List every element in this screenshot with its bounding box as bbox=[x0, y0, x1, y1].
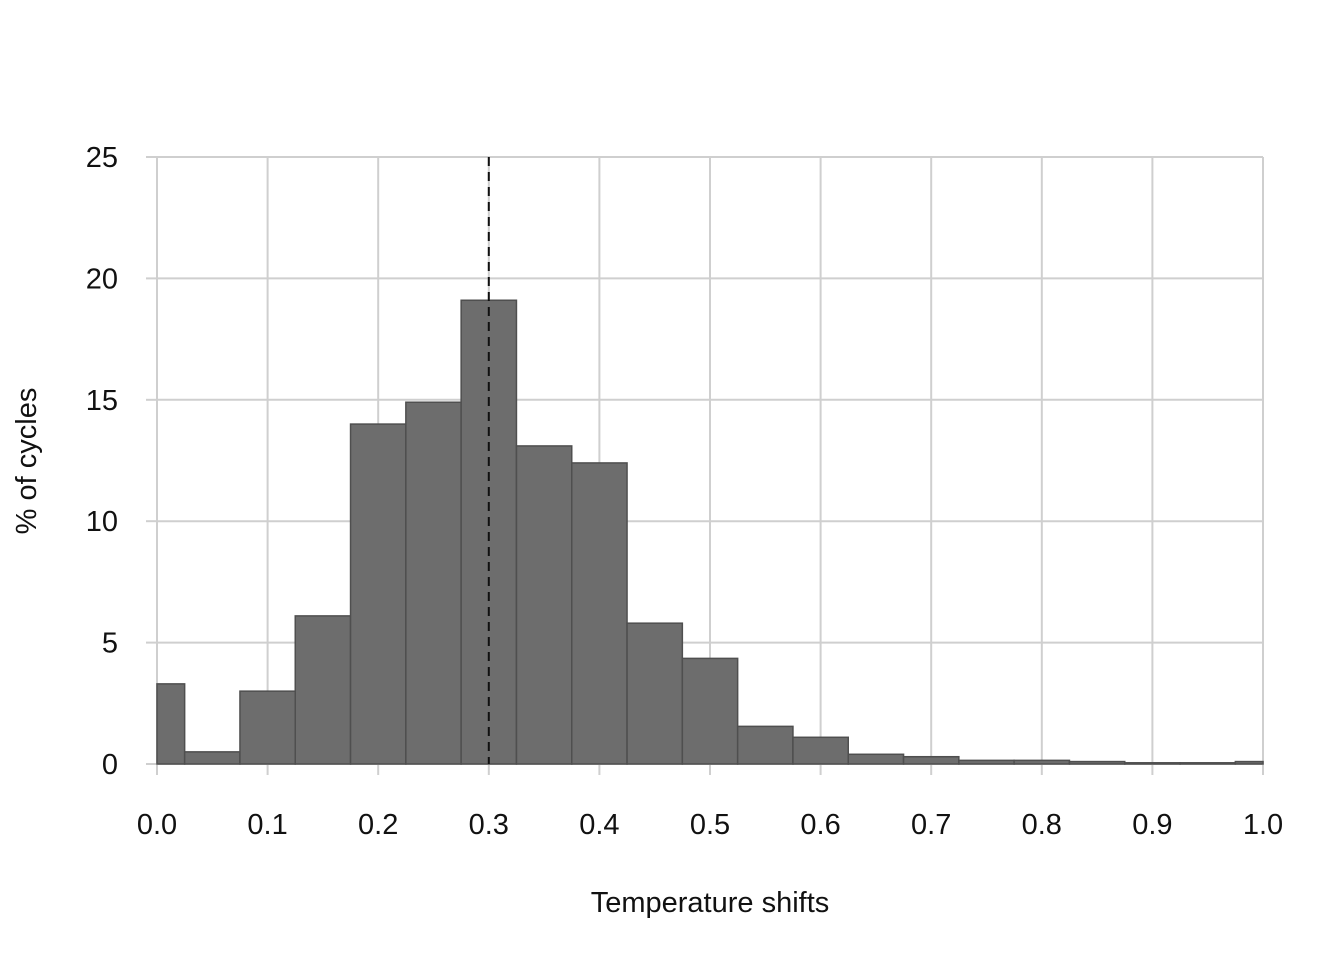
histogram-bar bbox=[1234, 760, 1264, 765]
tick-label-layer: 0.0 0.1 0.2 0.3 0.4 0.5 0.6 0.7 0.8 0.9 1.0 0 5 10 15 2… bbox=[86, 142, 1283, 841]
x-axis-title: Temperature shifts bbox=[591, 887, 830, 919]
histogram-bar bbox=[515, 445, 573, 765]
histogram-bar bbox=[1013, 759, 1071, 765]
histogram-bar bbox=[847, 753, 905, 765]
x-tick-label: 0.6 bbox=[800, 809, 840, 841]
y-tick-label: 15 bbox=[86, 385, 118, 417]
histogram-bar bbox=[626, 622, 684, 765]
x-tick-label: 0.3 bbox=[469, 809, 509, 841]
histogram-bar bbox=[736, 725, 794, 765]
x-tick-label: 0.9 bbox=[1132, 809, 1172, 841]
x-tick-label: 1.0 bbox=[1243, 809, 1283, 841]
histogram-bar bbox=[958, 759, 1015, 765]
histogram-bar bbox=[239, 690, 296, 765]
x-tick-label: 0.4 bbox=[579, 809, 619, 841]
y-axis-title: % of cycles bbox=[11, 388, 43, 535]
x-tick-label: 0.8 bbox=[1022, 809, 1062, 841]
histogram-bar bbox=[156, 683, 186, 765]
histogram-bar bbox=[183, 751, 241, 765]
x-tick-label: 0.7 bbox=[911, 809, 951, 841]
y-tick-label: 5 bbox=[102, 628, 118, 660]
y-tick-label: 25 bbox=[86, 142, 118, 174]
x-tick-label: 0.2 bbox=[358, 809, 398, 841]
histogram-bar bbox=[1068, 760, 1126, 765]
histogram-bar bbox=[294, 615, 352, 765]
x-tick-label: 0.5 bbox=[690, 809, 730, 841]
histogram-bar bbox=[349, 423, 407, 765]
histogram-bar bbox=[681, 657, 739, 765]
histogram-bar bbox=[1124, 762, 1181, 765]
y-tick-label: 10 bbox=[86, 506, 118, 538]
histogram-bar bbox=[571, 462, 628, 765]
histogram-bar bbox=[902, 755, 960, 765]
histogram-bar bbox=[1179, 762, 1237, 765]
x-tick-label: 0.1 bbox=[247, 809, 287, 841]
y-tick-label: 20 bbox=[86, 263, 118, 295]
x-tick-label: 0.0 bbox=[137, 809, 177, 841]
histogram-bar bbox=[405, 401, 462, 765]
histogram-bar bbox=[792, 736, 850, 765]
y-tick-label: 0 bbox=[102, 749, 118, 781]
